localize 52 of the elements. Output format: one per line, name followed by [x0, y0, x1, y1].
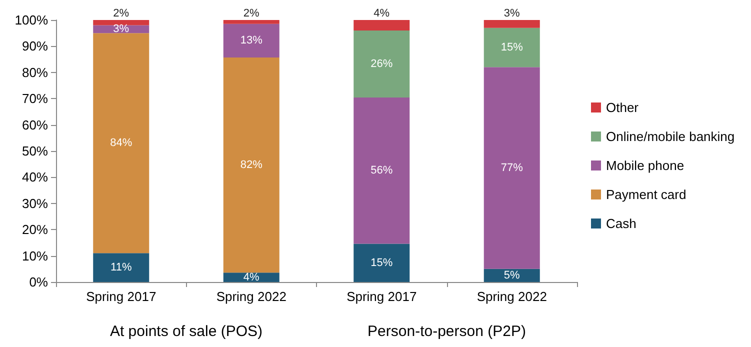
- x-tick-label: Spring 2022: [216, 289, 286, 304]
- data-label: 82%: [240, 159, 263, 172]
- text: At points of sale (POS): [110, 323, 263, 340]
- bar: [93, 253, 150, 282]
- y-tick-label: 100%: [14, 12, 48, 28]
- x-tick-label: Spring 2017: [346, 289, 417, 304]
- x-tick-label: Spring 2022: [476, 289, 547, 304]
- bar: [223, 20, 280, 24]
- data-label: 2%: [243, 8, 260, 20]
- bar: [354, 98, 410, 244]
- bar: [484, 28, 540, 68]
- data-label: 2%: [113, 8, 130, 20]
- y-tick-label: 20%: [22, 222, 48, 238]
- bar: [484, 67, 540, 269]
- y-tick-label: 50%: [22, 144, 48, 158]
- legend-label: Payment card: [606, 187, 686, 202]
- y-tick-label: 0%: [29, 274, 48, 290]
- bar: [354, 30, 410, 98]
- data-label: 13%: [240, 34, 263, 47]
- bar: [93, 20, 150, 26]
- bar: [484, 268, 540, 282]
- y-tick-label: 30%: [22, 196, 48, 211]
- data-label: 3%: [504, 8, 520, 20]
- bar: [93, 33, 150, 254]
- bar: [223, 24, 280, 58]
- text: Person-to-person (P2P): [368, 323, 526, 340]
- data-label: 4%: [243, 271, 260, 284]
- data-label: 77%: [500, 162, 524, 174]
- bar: [223, 57, 280, 273]
- data-label: 84%: [110, 137, 132, 150]
- data-label: 4%: [374, 8, 390, 20]
- y-tick-label: 90%: [22, 38, 48, 54]
- bar: [484, 20, 540, 28]
- data-label: 15%: [370, 256, 393, 269]
- y-tick-label: 80%: [22, 64, 48, 80]
- data-label: 56%: [370, 164, 393, 177]
- y-tick-label: 10%: [22, 248, 48, 264]
- data-label: 11%: [110, 262, 132, 274]
- legend-label: Mobile phone: [606, 158, 684, 173]
- data-label: 5%: [504, 269, 520, 282]
- legend-label: Cash: [606, 216, 636, 231]
- data-label: 3%: [113, 23, 130, 36]
- y-tick-label: 60%: [22, 117, 48, 132]
- x-tick-label: Spring 2017: [86, 289, 156, 304]
- bar: [354, 20, 410, 30]
- bar: [354, 244, 410, 282]
- y-tick-label: 70%: [22, 91, 48, 106]
- legend-label: Other: [606, 100, 640, 115]
- data-label: 15%: [500, 42, 524, 54]
- legend-label: Online/mobile banking: [606, 129, 735, 144]
- data-label: 26%: [370, 58, 393, 70]
- y-tick-label: 40%: [22, 170, 48, 185]
